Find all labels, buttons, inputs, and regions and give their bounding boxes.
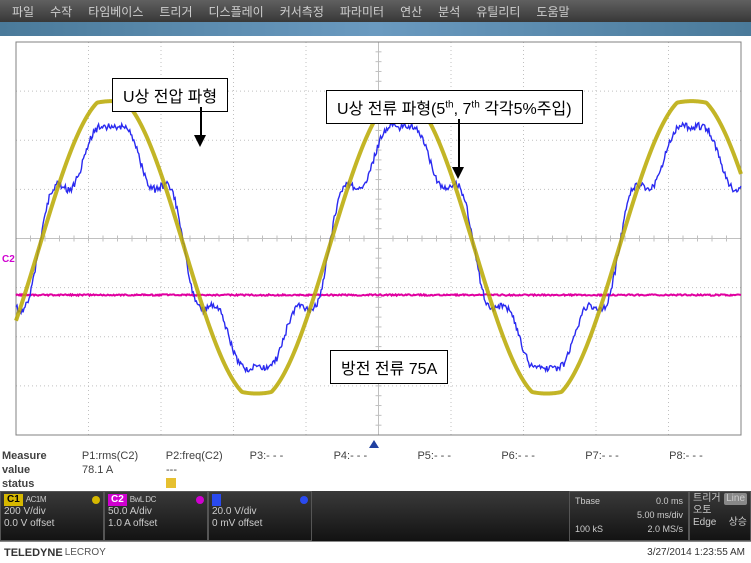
menu-timebase[interactable]: 타임베이스 bbox=[80, 3, 151, 20]
meas-p2-status bbox=[164, 478, 248, 491]
meas-hdr-p5: P5:- - - bbox=[415, 450, 499, 462]
menu-cursor[interactable]: 커서측정 bbox=[272, 3, 332, 20]
menu-file[interactable]: 파일 bbox=[4, 3, 42, 20]
trig-mode: 오토 bbox=[693, 505, 747, 517]
annot-cur-pre: U상 전류 파형(5 bbox=[337, 101, 445, 118]
channel2-badge: C2 bbox=[2, 254, 15, 265]
arrow-head-current bbox=[452, 167, 464, 179]
menu-display[interactable]: 디스플레이 bbox=[201, 3, 272, 20]
ch1-icon bbox=[92, 496, 100, 504]
title-strip bbox=[0, 22, 751, 36]
meas-hdr-p1: P1:rms(C2) bbox=[80, 450, 164, 462]
annot-cur-post: 각각5%주입) bbox=[480, 101, 572, 118]
trig-tag: Line bbox=[724, 493, 747, 505]
measurement-panel: Measure P1:rms(C2) P2:freq(C2) P3:- - - … bbox=[0, 449, 751, 491]
meas-hdr-p8: P8:- - - bbox=[667, 450, 751, 462]
tb-rate: 2.0 MS/s bbox=[617, 523, 683, 535]
channel3-block[interactable]: 20.0 V/div 0 mV offset bbox=[208, 491, 312, 541]
ch2-offset: 1.0 A offset bbox=[108, 518, 204, 530]
menu-math[interactable]: 연산 bbox=[392, 3, 430, 20]
arrow-stem-current bbox=[458, 119, 460, 169]
brand-name: TELEDYNE bbox=[0, 547, 63, 559]
trig-title: 트리거 bbox=[693, 493, 721, 504]
tb-tdiv: 5.00 ms/div bbox=[617, 509, 683, 521]
meas-hdr-p4: P4:- - - bbox=[332, 450, 416, 462]
trig-slope: 상승 bbox=[729, 517, 747, 529]
timebase-block[interactable]: Tbase0.0 ms 5.00 ms/div 100 kS2.0 MS/s bbox=[569, 491, 689, 541]
trigger-block[interactable]: 트리거 Line 오토 Edge 상승 bbox=[689, 491, 751, 541]
channel1-block[interactable]: C1AC1M 200 V/div 0.0 V offset bbox=[0, 491, 104, 541]
ch1-chip: C1 bbox=[4, 494, 23, 506]
menubar: 파일 수작 타임베이스 트리거 디스플레이 커서측정 파라미터 연산 분석 유틸… bbox=[0, 0, 751, 22]
annot-cur-mid: , 7 bbox=[454, 101, 472, 118]
ch3-icon bbox=[300, 496, 308, 504]
meas-hdr-label: Measure bbox=[0, 450, 80, 462]
arrow-stem-voltage bbox=[200, 107, 202, 137]
annotation-voltage: U상 전압 파형 bbox=[112, 78, 228, 112]
meas-hdr-p7: P7:- - - bbox=[583, 450, 667, 462]
ch2-icon bbox=[196, 496, 204, 504]
tb-title: Tbase bbox=[575, 495, 615, 507]
menu-help[interactable]: 도움말 bbox=[528, 3, 577, 20]
meas-hdr-p3: P3:- - - bbox=[248, 450, 332, 462]
ch3-offset: 0 mV offset bbox=[212, 518, 308, 530]
annot-cur-th1: th bbox=[445, 100, 453, 111]
annotation-current: U상 전류 파형(5th, 7th 각각5%주입) bbox=[326, 90, 583, 124]
meas-p1-value: 78.1 A bbox=[80, 464, 164, 476]
trig-type: Edge bbox=[693, 517, 716, 528]
menu-utility[interactable]: 유틸리티 bbox=[468, 3, 528, 20]
ch3-scale: 20.0 V/div bbox=[212, 506, 308, 518]
meas-hdr-p6: P6:- - - bbox=[499, 450, 583, 462]
brand-sub: LECROY bbox=[63, 547, 106, 558]
timestamp: 3/27/2014 1:23:55 AM bbox=[647, 547, 751, 558]
ch2-mode: BwL DC bbox=[130, 494, 156, 506]
footer: TELEDYNE LECROY 3/27/2014 1:23:55 AM bbox=[0, 541, 751, 563]
menu-vertical[interactable]: 수작 bbox=[42, 3, 80, 20]
meas-value-label: value bbox=[0, 464, 80, 476]
meas-status-label: status bbox=[0, 478, 80, 490]
ch1-offset: 0.0 V offset bbox=[4, 518, 100, 530]
channel2-block[interactable]: C2BwL DC 50.0 A/div 1.0 A offset bbox=[104, 491, 208, 541]
ch2-chip: C2 bbox=[108, 494, 127, 506]
warning-icon bbox=[166, 478, 176, 488]
ch3-chip bbox=[212, 494, 221, 506]
meas-p2-value: --- bbox=[164, 464, 248, 476]
tb-rec: 100 kS bbox=[575, 523, 615, 535]
trigger-position-marker[interactable] bbox=[369, 440, 379, 448]
annot-cur-th2: th bbox=[471, 100, 479, 111]
ch2-scale: 50.0 A/div bbox=[108, 506, 204, 518]
arrow-head-voltage bbox=[194, 135, 206, 147]
status-bar: C1AC1M 200 V/div 0.0 V offset C2BwL DC 5… bbox=[0, 491, 751, 541]
tb-delay: 0.0 ms bbox=[617, 495, 683, 507]
menu-analyze[interactable]: 분석 bbox=[430, 3, 468, 20]
menu-trigger[interactable]: 트리거 bbox=[151, 3, 200, 20]
meas-hdr-p2: P2:freq(C2) bbox=[164, 450, 248, 462]
ch1-scale: 200 V/div bbox=[4, 506, 100, 518]
menu-parameter[interactable]: 파라미터 bbox=[332, 3, 392, 20]
annotation-discharge: 방전 전류 75A bbox=[330, 350, 448, 384]
ch1-mode: AC1M bbox=[26, 494, 46, 506]
